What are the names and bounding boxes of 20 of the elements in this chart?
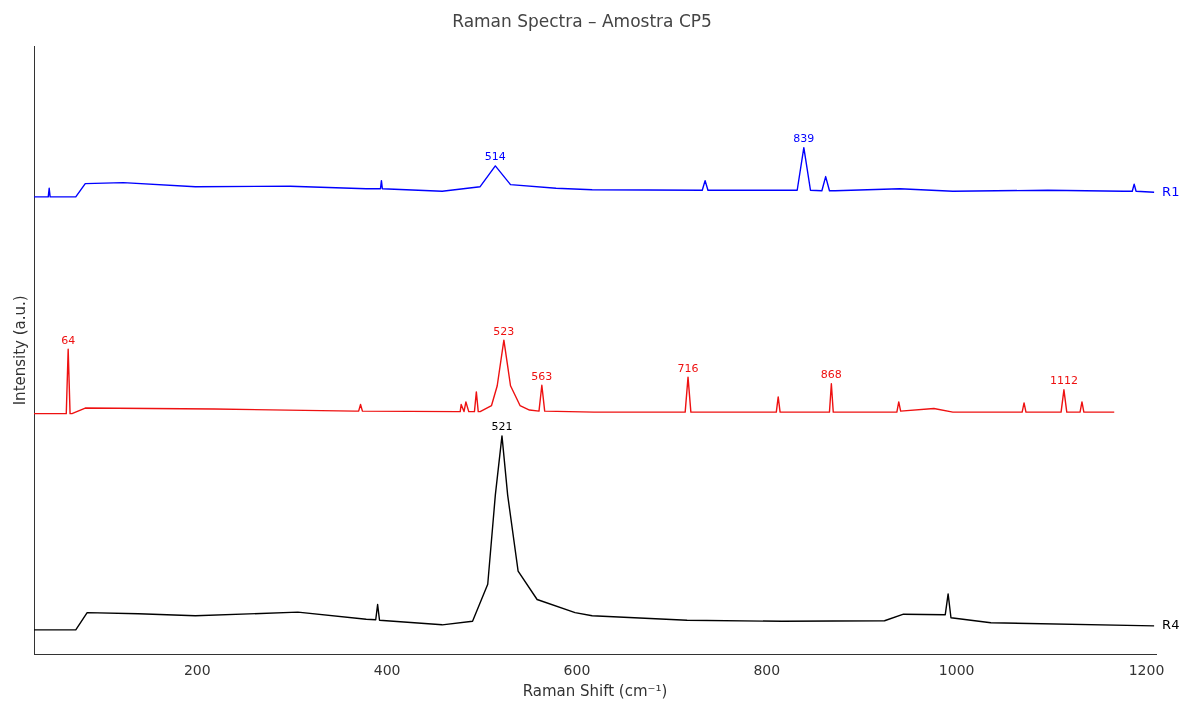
annotation: 868 xyxy=(820,368,842,382)
x-tick-label: 800 xyxy=(753,662,781,679)
chart-title: Raman Spectra – Amostra CP5 xyxy=(452,10,712,31)
x-axis-title: Raman Shift (cm⁻¹) xyxy=(522,681,668,700)
x-tick-label: 200 xyxy=(183,662,211,679)
series-label: R4 xyxy=(1162,617,1180,633)
annotation: 716 xyxy=(677,361,699,375)
x-tick-label: 600 xyxy=(563,662,591,679)
annotation: 64 xyxy=(61,333,76,347)
x-tick-label: 1200 xyxy=(1128,662,1165,679)
annotation: 523 xyxy=(493,324,515,338)
annotation: 521 xyxy=(491,420,513,434)
x-tick-label: 1000 xyxy=(938,662,975,679)
y-axis-title: Intensity (a.u.) xyxy=(10,295,29,406)
annotation: 839 xyxy=(793,132,815,146)
annotation: 1112 xyxy=(1049,374,1078,388)
series-label: R1 xyxy=(1162,183,1180,199)
x-tick-label: 400 xyxy=(373,662,401,679)
annotation: 514 xyxy=(484,150,506,164)
annotation: 563 xyxy=(531,369,553,383)
